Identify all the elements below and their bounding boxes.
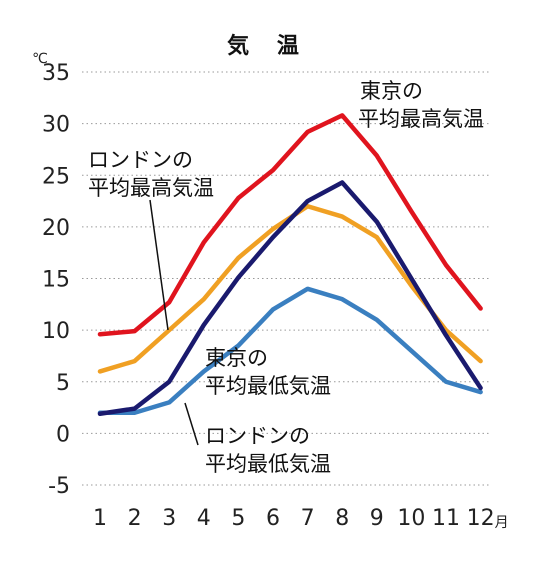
series-annotations: 東京の 平均最高気温 ロンドンの 平均最高気温 東京の 平均最低気温 ロンドンの… <box>88 79 484 476</box>
x-tick-label: 11 <box>432 506 460 531</box>
leader-line-london-low <box>184 402 199 446</box>
x-tick-label: 12 <box>467 506 495 531</box>
x-tick-label: 8 <box>335 506 349 531</box>
y-axis-unit: ℃ <box>32 51 48 67</box>
y-tick-labels: -5 0 5 10 15 20 25 30 35 <box>42 61 70 499</box>
y-tick-label: -5 <box>48 474 70 499</box>
annotation-tokyo-low-line2: 平均最低気温 <box>205 374 331 398</box>
y-tick-label: 5 <box>56 371 70 396</box>
x-tick-label: 9 <box>370 506 384 531</box>
series-line-3 <box>97 286 483 415</box>
y-tick-label: 25 <box>42 164 70 189</box>
y-tick-label: 0 <box>56 422 70 447</box>
annotation-london-high-line2: 平均最高気温 <box>88 176 214 200</box>
x-tick-label: 1 <box>93 506 107 531</box>
x-tick-label: 5 <box>231 506 245 531</box>
y-tick-label: 20 <box>42 216 70 241</box>
y-tick-label: 35 <box>42 61 70 86</box>
x-tick-label: 2 <box>128 506 142 531</box>
series-line-0 <box>97 113 483 337</box>
leader-line-london-high <box>149 199 169 331</box>
x-tick-label: 3 <box>162 506 176 531</box>
x-tick-label: 7 <box>301 506 315 531</box>
y-tick-label: 30 <box>42 113 70 138</box>
chart-title: 気 温 <box>227 33 309 59</box>
y-tick-label: 15 <box>42 268 70 293</box>
x-axis-unit: 月 <box>495 515 509 531</box>
x-tick-labels: 1 2 3 4 5 6 7 8 9 10 11 12 月 <box>93 506 509 531</box>
annotation-london-low-line2: 平均最低気温 <box>205 452 331 476</box>
annotation-london-low-line1: ロンドンの <box>205 424 310 448</box>
annotation-tokyo-high-line2: 平均最高気温 <box>358 107 484 131</box>
x-tick-label: 10 <box>397 506 425 531</box>
series-lines <box>97 113 483 417</box>
x-tick-label: 6 <box>266 506 280 531</box>
y-tick-label: 10 <box>42 319 70 344</box>
series-line-2 <box>97 180 483 417</box>
annotation-tokyo-low-line1: 東京の <box>205 346 268 370</box>
x-tick-label: 4 <box>197 506 211 531</box>
annotation-london-high-line1: ロンドンの <box>88 148 193 172</box>
annotation-tokyo-high-line1: 東京の <box>360 79 423 103</box>
